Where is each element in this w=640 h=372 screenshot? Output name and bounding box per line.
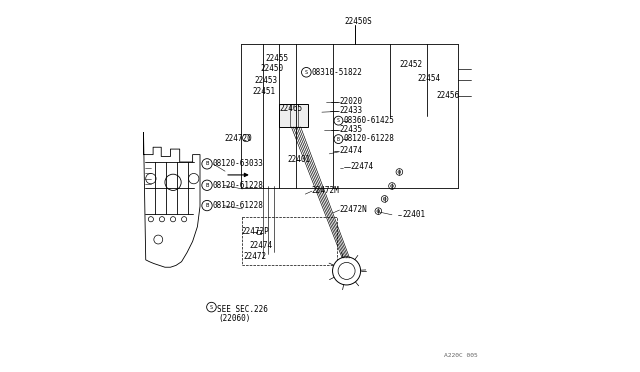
Circle shape <box>243 134 250 142</box>
Circle shape <box>396 169 403 175</box>
Text: 22474: 22474 <box>249 241 272 250</box>
Text: B: B <box>205 203 209 208</box>
Text: 22433: 22433 <box>339 106 362 115</box>
Text: 22450: 22450 <box>260 64 284 73</box>
Circle shape <box>333 257 360 285</box>
Circle shape <box>334 135 343 144</box>
Text: 22474: 22474 <box>339 146 362 155</box>
Circle shape <box>381 196 388 202</box>
Circle shape <box>207 302 216 312</box>
Circle shape <box>189 173 199 184</box>
Text: S: S <box>337 118 340 123</box>
Text: 08120-61228: 08120-61228 <box>213 201 264 210</box>
Text: 224720: 224720 <box>225 134 253 142</box>
Text: B: B <box>205 161 209 166</box>
Circle shape <box>398 170 401 173</box>
Text: 08120-61228: 08120-61228 <box>213 181 264 190</box>
Text: A220C 005: A220C 005 <box>444 353 477 358</box>
Circle shape <box>202 180 212 190</box>
Text: 22472: 22472 <box>244 252 267 262</box>
Circle shape <box>202 201 212 211</box>
Circle shape <box>148 217 154 222</box>
Text: 22455: 22455 <box>266 54 289 63</box>
Text: 22454: 22454 <box>418 74 441 83</box>
Bar <box>257 230 261 234</box>
Circle shape <box>388 183 396 189</box>
Circle shape <box>338 262 355 279</box>
Circle shape <box>383 198 386 201</box>
Text: SEE SEC.226: SEE SEC.226 <box>216 305 268 314</box>
Text: 22401: 22401 <box>288 155 311 164</box>
Circle shape <box>375 208 381 214</box>
Text: B: B <box>337 137 340 142</box>
Text: 22020: 22020 <box>339 97 362 106</box>
Circle shape <box>301 67 311 77</box>
Text: 22451: 22451 <box>252 87 275 96</box>
Text: 22401: 22401 <box>402 210 425 219</box>
Circle shape <box>390 185 394 187</box>
Bar <box>243 217 337 264</box>
Circle shape <box>170 217 175 222</box>
Circle shape <box>159 217 164 222</box>
Circle shape <box>165 174 181 190</box>
Text: 22452: 22452 <box>399 60 422 69</box>
Circle shape <box>334 116 343 125</box>
Text: 08120-61228: 08120-61228 <box>344 134 394 143</box>
Text: 08120-63033: 08120-63033 <box>213 159 264 169</box>
Text: 22472P: 22472P <box>241 227 269 236</box>
Circle shape <box>182 217 187 222</box>
Circle shape <box>154 235 163 244</box>
Circle shape <box>146 173 156 184</box>
Text: 08310-51822: 08310-51822 <box>312 68 363 77</box>
Bar <box>280 104 308 127</box>
Text: B: B <box>205 183 209 188</box>
Text: 22472N: 22472N <box>340 205 367 214</box>
Text: 08360-61425: 08360-61425 <box>344 116 394 125</box>
Text: S: S <box>210 305 213 310</box>
Text: 22472M: 22472M <box>312 186 340 195</box>
Text: 22456: 22456 <box>436 91 460 100</box>
Text: 22435: 22435 <box>339 125 362 134</box>
Circle shape <box>202 159 212 169</box>
Text: 22453: 22453 <box>254 76 277 84</box>
Text: 22474: 22474 <box>350 162 373 171</box>
Text: 22450S: 22450S <box>344 17 372 26</box>
Text: (22060): (22060) <box>218 314 250 323</box>
Text: S: S <box>305 70 308 75</box>
Circle shape <box>377 210 380 212</box>
Text: 22465: 22465 <box>280 104 303 113</box>
